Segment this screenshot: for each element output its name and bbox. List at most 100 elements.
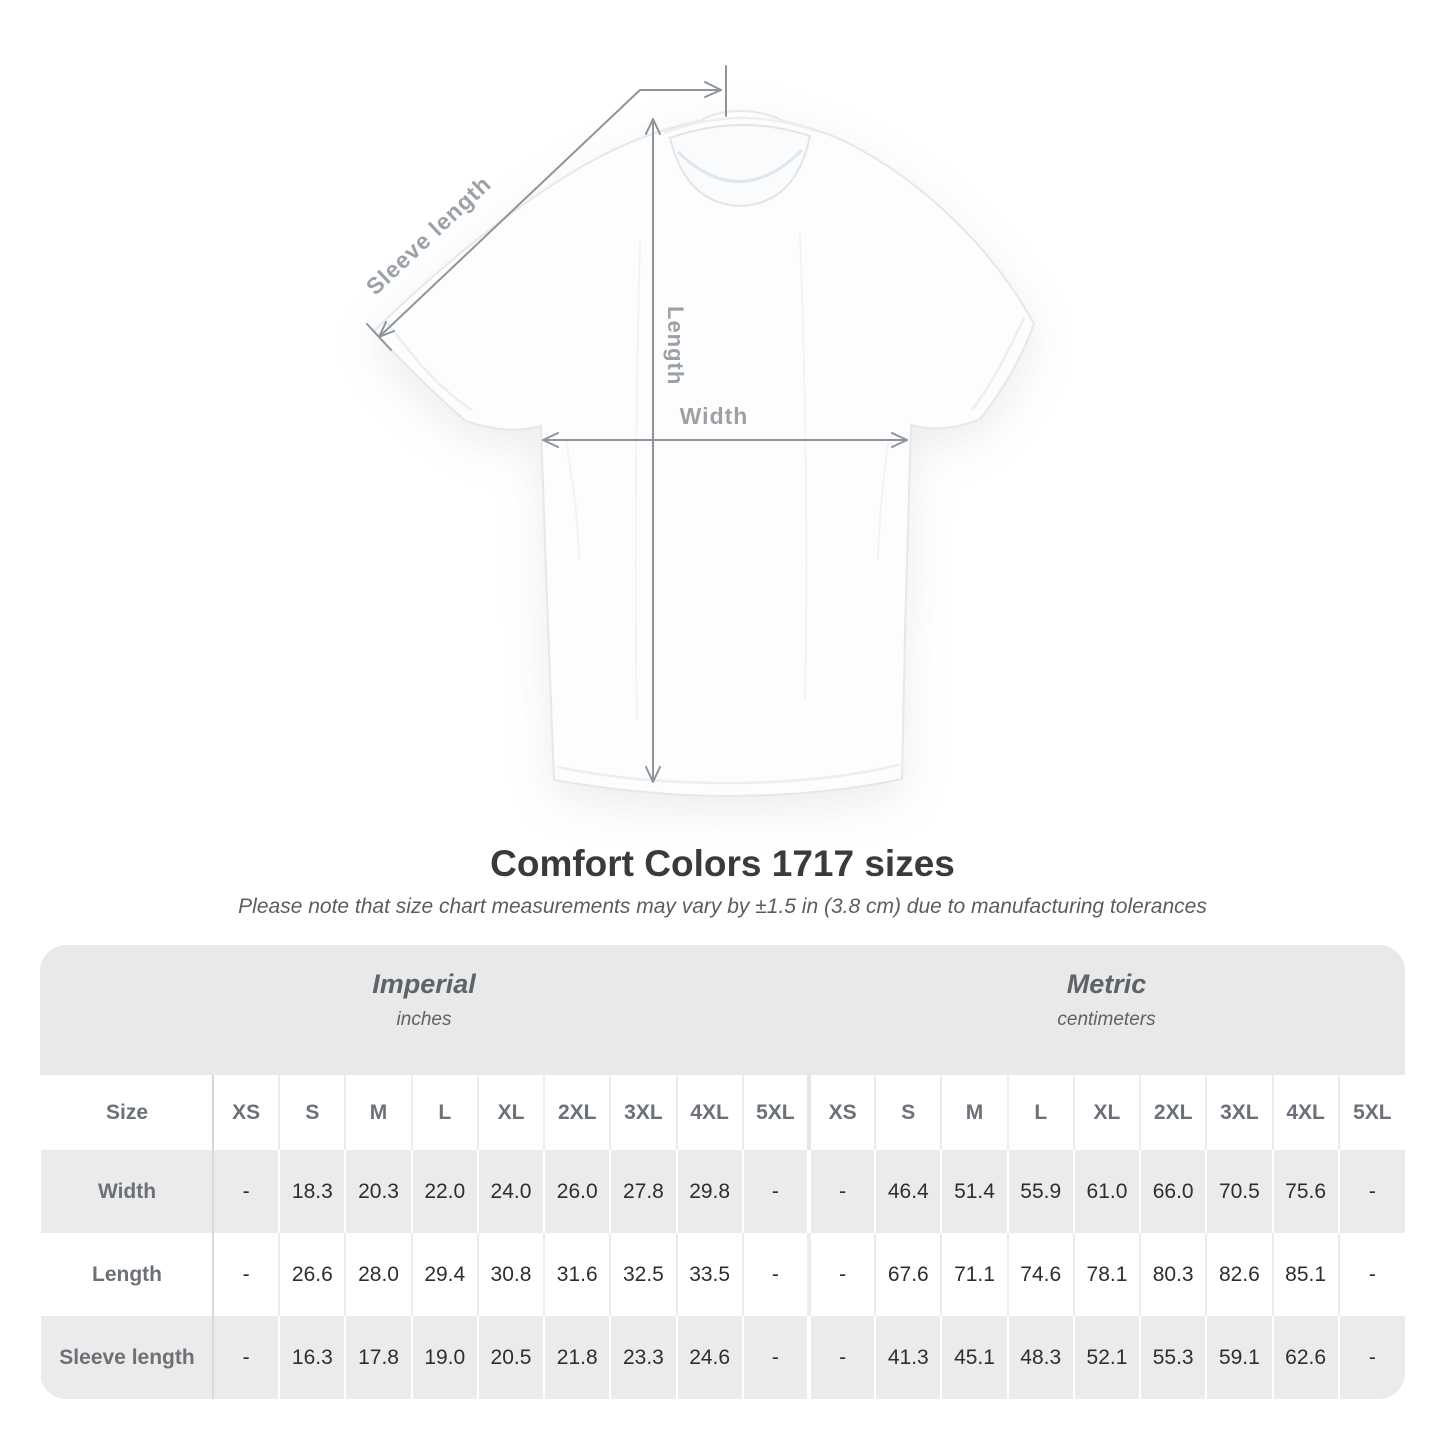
row-label: Width xyxy=(41,1150,213,1233)
cell-metric-width-l: 55.9 xyxy=(1006,1150,1074,1233)
table-row-width: Width -18.3 20.3 22.0 24.0 26.0 27.8 29.8- -46.4… xyxy=(41,1150,1405,1233)
cell-imperial-length-5xl: - xyxy=(741,1233,809,1316)
cell-metric-width-m: 51.4 xyxy=(940,1150,1008,1233)
cell-imperial-length-3xl: 32.5 xyxy=(609,1233,677,1316)
cell-metric-length-m: 71.1 xyxy=(940,1233,1008,1316)
size-header-metric-l: L xyxy=(1006,1075,1074,1150)
metric-header: Metric centimeters xyxy=(808,945,1405,1075)
cell-metric-length-2xl: 80.3 xyxy=(1139,1233,1207,1316)
length-label: Length xyxy=(663,306,688,385)
cell-metric-length-xl: 78.1 xyxy=(1072,1233,1141,1316)
cell-imperial-width-s: 18.3 xyxy=(278,1150,346,1233)
cell-imperial-sleeve-length-m: 17.8 xyxy=(344,1316,412,1399)
table-row-sleeve-length: Sleeve length -16.3 17.8 19.0 20.5 21.8 23.3 24… xyxy=(41,1316,1405,1399)
cell-imperial-sleeve-length-3xl: 23.3 xyxy=(609,1316,677,1399)
cell-metric-sleeve-length-5xl: - xyxy=(1337,1316,1405,1399)
size-header-metric-2xl: 2XL xyxy=(1139,1075,1207,1150)
row-label: Length xyxy=(41,1233,213,1316)
size-header-metric-s: S xyxy=(874,1075,942,1150)
cell-metric-width-xl: 61.0 xyxy=(1072,1150,1141,1233)
size-header-imperial-5xl: 5XL xyxy=(741,1075,809,1150)
size-header-metric-xs: XS xyxy=(806,1075,876,1150)
size-header-imperial-3xl: 3XL xyxy=(609,1075,677,1150)
cell-imperial-width-m: 20.3 xyxy=(344,1150,412,1233)
size-header-imperial-xs: XS xyxy=(211,1075,280,1150)
cell-imperial-sleeve-length-xl: 20.5 xyxy=(476,1316,545,1399)
page-title: Comfort Colors 1717 sizes xyxy=(490,843,955,884)
table-row-length: Length -26.6 28.0 29.4 30.8 31.6 32.5 33.5- -67.… xyxy=(41,1233,1405,1316)
size-header-metric-4xl: 4XL xyxy=(1271,1075,1339,1150)
tshirt-image xyxy=(372,109,1036,798)
cell-metric-sleeve-length-s: 41.3 xyxy=(874,1316,942,1399)
metric-title: Metric xyxy=(1066,969,1147,999)
cell-metric-width-xs: - xyxy=(806,1150,876,1233)
size-header-metric-xl: XL xyxy=(1072,1075,1141,1150)
cell-metric-sleeve-length-xl: 52.1 xyxy=(1072,1316,1141,1399)
cell-metric-sleeve-length-l: 48.3 xyxy=(1006,1316,1074,1399)
size-header-row: Size XS S M L XL 2XL 3XL 4XL 5XL XS S M L XL 2XL 3XL 4XL 5… xyxy=(41,1075,1405,1150)
cell-metric-sleeve-length-xs: - xyxy=(806,1316,876,1399)
cell-metric-sleeve-length-4xl: 62.6 xyxy=(1271,1316,1339,1399)
size-table-container: Imperial inches Metric centimeters Size X… xyxy=(40,945,1405,1399)
cell-imperial-length-2xl: 31.6 xyxy=(543,1233,611,1316)
imperial-unit: inches xyxy=(396,1009,452,1030)
cell-metric-length-l: 74.6 xyxy=(1006,1233,1074,1316)
cell-imperial-width-xl: 24.0 xyxy=(476,1150,545,1233)
width-label: Width xyxy=(680,403,749,429)
metric-unit: centimeters xyxy=(1057,1009,1156,1030)
cell-imperial-sleeve-length-xs: - xyxy=(211,1316,280,1399)
tolerance-note: Please note that size chart measurements… xyxy=(238,895,1207,918)
cell-imperial-sleeve-length-2xl: 21.8 xyxy=(543,1316,611,1399)
row-label: Sleeve length xyxy=(41,1316,213,1399)
width-dimension-line xyxy=(542,432,908,448)
cell-metric-sleeve-length-2xl: 55.3 xyxy=(1139,1316,1207,1399)
size-header-imperial-2xl: 2XL xyxy=(543,1075,611,1150)
imperial-title: Imperial xyxy=(372,969,476,999)
size-table-head: Size XS S M L XL 2XL 3XL 4XL 5XL XS S M L XL 2XL 3XL 4XL 5… xyxy=(41,1075,1405,1150)
cell-imperial-width-4xl: 29.8 xyxy=(675,1150,743,1233)
size-header-imperial-4xl: 4XL xyxy=(675,1075,743,1150)
cell-imperial-sleeve-length-5xl: - xyxy=(741,1316,809,1399)
cell-metric-length-xs: - xyxy=(806,1233,876,1316)
size-table-body: Width -18.3 20.3 22.0 24.0 26.0 27.8 29.8- -46.4… xyxy=(41,1150,1405,1399)
cell-metric-length-4xl: 85.1 xyxy=(1271,1233,1339,1316)
imperial-header: Imperial inches xyxy=(40,945,808,1075)
size-header-metric-5xl: 5XL xyxy=(1337,1075,1405,1150)
cell-metric-width-s: 46.4 xyxy=(874,1150,942,1233)
cell-metric-sleeve-length-m: 45.1 xyxy=(940,1316,1008,1399)
size-header-metric-3xl: 3XL xyxy=(1205,1075,1273,1150)
cell-metric-width-5xl: - xyxy=(1337,1150,1405,1233)
cell-imperial-width-2xl: 26.0 xyxy=(543,1150,611,1233)
size-col-header: Size xyxy=(41,1075,213,1150)
cell-metric-width-2xl: 66.0 xyxy=(1139,1150,1207,1233)
cell-imperial-length-s: 26.6 xyxy=(278,1233,346,1316)
size-header-imperial-m: M xyxy=(344,1075,412,1150)
cell-imperial-width-l: 22.0 xyxy=(410,1150,478,1233)
units-header: Imperial inches Metric centimeters xyxy=(40,945,1405,1075)
size-header-imperial-l: L xyxy=(410,1075,478,1150)
cell-imperial-width-5xl: - xyxy=(741,1150,809,1233)
size-header-imperial-xl: XL xyxy=(476,1075,545,1150)
size-table: Size XS S M L XL 2XL 3XL 4XL 5XL XS S M L XL 2XL 3XL 4XL 5… xyxy=(40,1075,1405,1399)
size-header-metric-m: M xyxy=(940,1075,1008,1150)
cell-imperial-width-xs: - xyxy=(211,1150,280,1233)
cell-imperial-length-xl: 30.8 xyxy=(476,1233,545,1316)
cell-imperial-length-4xl: 33.5 xyxy=(675,1233,743,1316)
sleeve-length-dimension-line xyxy=(366,65,727,351)
cell-imperial-sleeve-length-l: 19.0 xyxy=(410,1316,478,1399)
length-dimension-line xyxy=(645,118,661,783)
cell-metric-length-5xl: - xyxy=(1337,1233,1405,1316)
cell-metric-length-s: 67.6 xyxy=(874,1233,942,1316)
cell-imperial-sleeve-length-4xl: 24.6 xyxy=(675,1316,743,1399)
cell-imperial-length-xs: - xyxy=(211,1233,280,1316)
cell-imperial-sleeve-length-s: 16.3 xyxy=(278,1316,346,1399)
tshirt-diagram: Sleeve length Length Width xyxy=(361,65,1036,798)
cell-metric-length-3xl: 82.6 xyxy=(1205,1233,1273,1316)
cell-imperial-length-m: 28.0 xyxy=(344,1233,412,1316)
cell-metric-sleeve-length-3xl: 59.1 xyxy=(1205,1316,1273,1399)
cell-imperial-length-l: 29.4 xyxy=(410,1233,478,1316)
cell-metric-width-3xl: 70.5 xyxy=(1205,1150,1273,1233)
cell-imperial-width-3xl: 27.8 xyxy=(609,1150,677,1233)
size-header-imperial-s: S xyxy=(278,1075,346,1150)
